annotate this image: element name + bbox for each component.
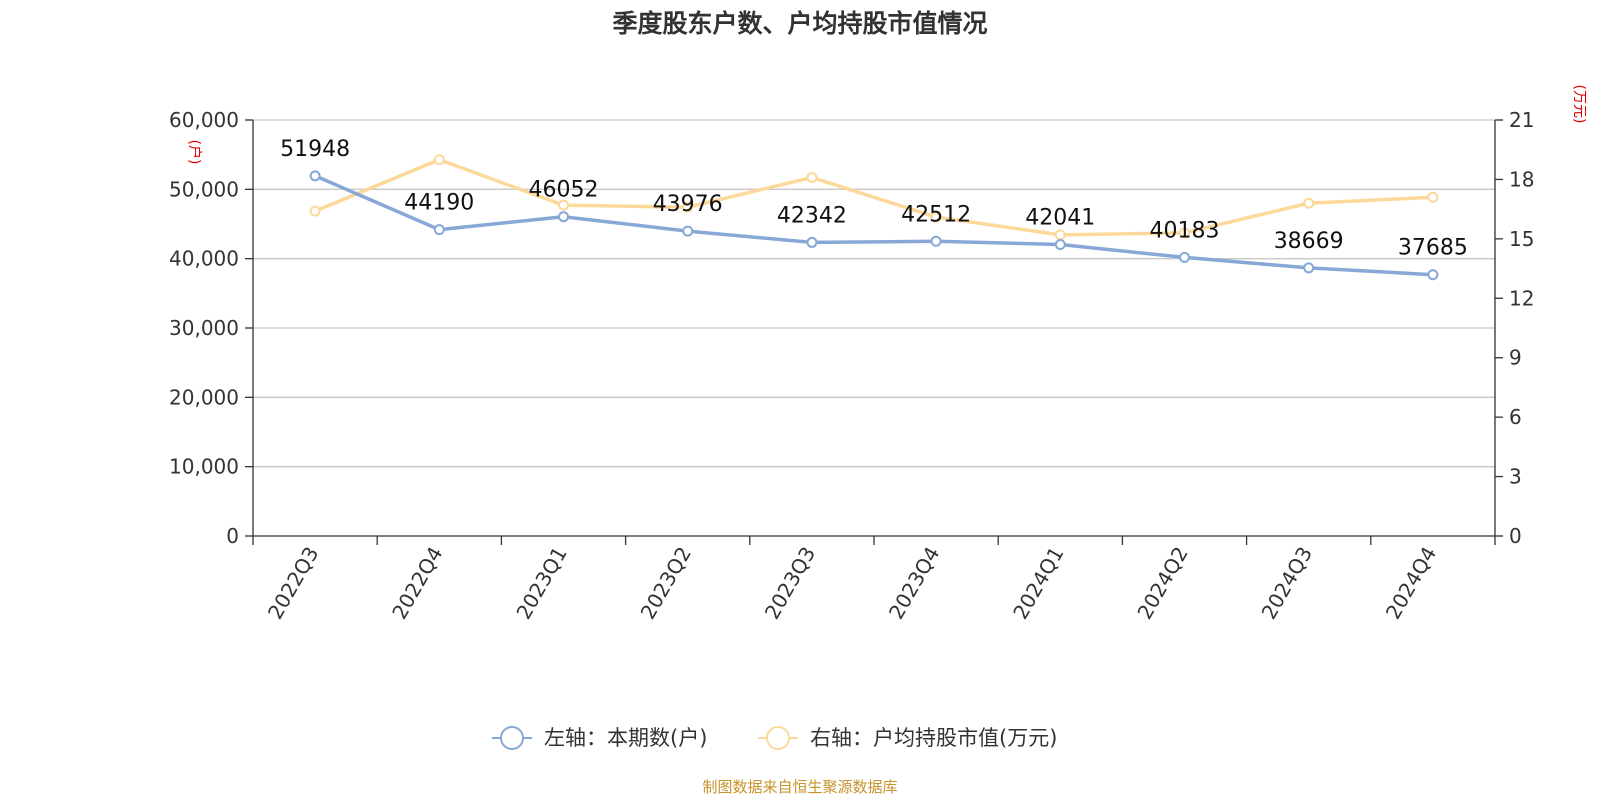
data-label: 46052 <box>529 178 599 203</box>
grid-lines <box>253 119 1495 468</box>
data-label: 51948 <box>280 137 350 162</box>
left-axis-tick-label: 50,000 <box>169 177 239 201</box>
x-axis-category-label: 2023Q4 <box>884 543 944 624</box>
legend-label-right: 右轴：户均持股市值(万元) <box>810 726 1057 750</box>
right-axis-tick-label: 6 <box>1509 405 1522 429</box>
right-axis-tick-label: 9 <box>1509 346 1522 370</box>
x-axis-category-label: 2024Q2 <box>1132 543 1192 624</box>
data-point <box>682 201 694 213</box>
data-point <box>806 171 818 183</box>
right-axis-tick-label: 15 <box>1509 227 1534 251</box>
x-axis-category-label: 2023Q3 <box>760 543 820 624</box>
left-axis-tick-label: 10,000 <box>169 455 239 479</box>
data-point <box>682 225 694 237</box>
data-label: 37685 <box>1398 236 1468 261</box>
right-axis-tick-label: 3 <box>1509 465 1522 489</box>
right-axis-tick-label: 0 <box>1509 524 1522 548</box>
data-point <box>806 236 818 248</box>
legend-marker-icon <box>766 726 790 750</box>
x-axis-category-label: 2022Q3 <box>263 543 323 624</box>
data-point <box>1427 269 1439 281</box>
x-axis-category-label: 2024Q3 <box>1257 543 1317 624</box>
left-axis-tick-label: 30,000 <box>169 316 239 340</box>
data-point <box>309 170 321 182</box>
left-axis-tick-label: 60,000 <box>169 108 239 132</box>
data-label: 44190 <box>404 191 474 216</box>
data-point <box>558 199 569 211</box>
right-axis-unit: (万元) <box>1571 85 1587 124</box>
x-axis-category-label: 2023Q2 <box>636 543 696 624</box>
data-label: 40183 <box>1150 218 1220 243</box>
data-point <box>1054 229 1066 241</box>
data-point <box>930 235 942 247</box>
data-point <box>309 205 321 217</box>
data-label: 43976 <box>653 192 723 217</box>
legend-item-right[interactable]: 右轴：户均持股市值(万元) <box>758 726 1057 750</box>
legend-item-left[interactable]: 左轴：本期数(户) <box>492 726 707 750</box>
series-layer: 51948 44190 46052 43976 42342 42512 42041 40183… <box>280 137 1468 281</box>
series-line <box>314 174 1433 277</box>
data-point <box>1054 239 1066 251</box>
data-label: 42512 <box>901 202 971 227</box>
data-label: 38669 <box>1274 229 1344 254</box>
data-point <box>433 154 445 166</box>
data-point <box>1427 191 1439 203</box>
data-point <box>1303 262 1315 274</box>
legend: 左轴：本期数(户) 右轴：户均持股市值(万元) <box>492 726 1057 750</box>
data-point <box>1179 251 1190 263</box>
series-line <box>314 157 1433 237</box>
data-point <box>1303 197 1315 209</box>
x-axis-category-label: 2023Q1 <box>511 543 571 624</box>
source-note: 制图数据来自恒生聚源数据库 <box>702 778 897 796</box>
chart-title: 季度股东户数、户均持股市值情况 <box>612 9 987 38</box>
legend-marker-icon <box>500 726 524 750</box>
data-point <box>1179 227 1190 239</box>
left-axis-unit: (户) <box>186 140 203 165</box>
right-axis-tick-label: 21 <box>1509 108 1534 132</box>
x-axis-category-label: 2024Q1 <box>1008 543 1068 624</box>
x-axis-category-label: 2024Q4 <box>1381 543 1441 624</box>
x-axis-category-label: 2022Q4 <box>387 543 447 624</box>
left-axis-tick-label: 40,000 <box>169 247 239 271</box>
left-axis-tick-label: 20,000 <box>169 385 239 409</box>
left-axis-tick-label: 0 <box>226 524 239 548</box>
data-label: 42342 <box>777 203 847 228</box>
data-label: 42041 <box>1025 206 1095 231</box>
data-point <box>558 211 569 223</box>
right-axis-tick-label: 18 <box>1509 167 1534 191</box>
legend-label-left: 左轴：本期数(户) <box>544 726 707 750</box>
data-point <box>433 224 445 236</box>
right-axis-tick-label: 12 <box>1509 286 1534 310</box>
data-point <box>930 211 942 223</box>
